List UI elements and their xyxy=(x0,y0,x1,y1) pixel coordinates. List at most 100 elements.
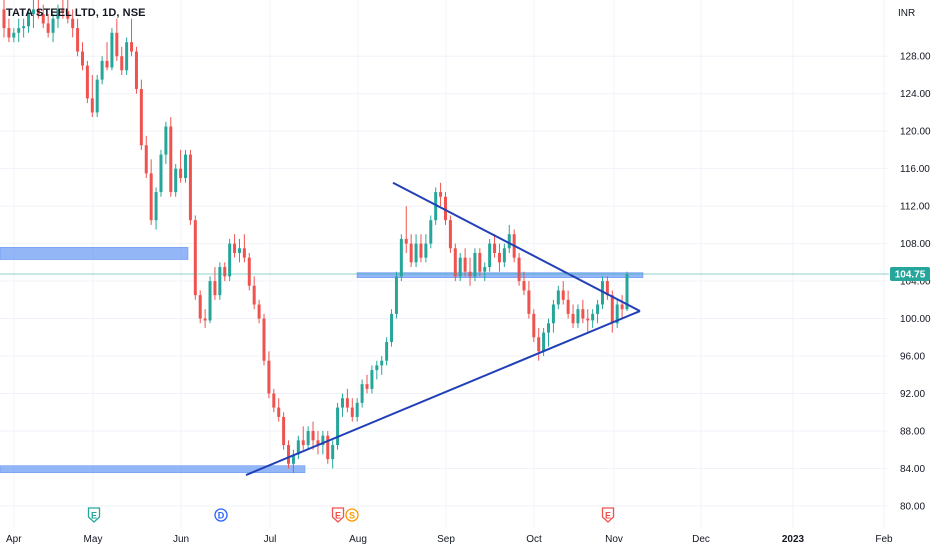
candle xyxy=(159,149,163,197)
candle-body xyxy=(188,154,192,221)
trendline[interactable] xyxy=(245,310,641,476)
event-badge-label: D xyxy=(218,511,225,521)
candle-body xyxy=(139,89,143,146)
candle xyxy=(12,28,16,43)
candle xyxy=(149,159,153,225)
candle-body xyxy=(213,281,217,296)
candle xyxy=(556,285,560,310)
event-marker[interactable]: E xyxy=(87,507,101,523)
candle-body xyxy=(488,243,492,268)
candle-body xyxy=(2,9,6,29)
candle-body xyxy=(576,309,580,324)
event-marker[interactable]: E xyxy=(331,507,345,523)
candle xyxy=(80,42,84,71)
triangle-trendlines[interactable] xyxy=(245,181,641,476)
candle xyxy=(571,304,575,328)
candle-body xyxy=(242,248,246,258)
candle xyxy=(22,18,26,38)
candle-body xyxy=(12,32,16,38)
candle xyxy=(370,365,374,394)
candle xyxy=(463,248,467,277)
x-tick-label: Jul xyxy=(264,534,277,545)
trendline[interactable] xyxy=(392,181,641,312)
event-marker[interactable]: D xyxy=(214,508,228,522)
zone-rect[interactable] xyxy=(356,272,644,278)
candle-body xyxy=(100,60,104,80)
zone-rect[interactable] xyxy=(0,247,189,260)
candle xyxy=(394,271,398,319)
candle-body xyxy=(434,192,438,221)
candle-body xyxy=(71,18,75,29)
candle xyxy=(164,121,168,164)
y-tick-label: 80.00 xyxy=(900,501,925,512)
x-tick-label: May xyxy=(84,534,103,545)
candle-body xyxy=(267,360,271,394)
y-tick-label: 100.00 xyxy=(900,314,931,325)
candle-body xyxy=(110,32,114,68)
candle xyxy=(551,299,555,333)
candle xyxy=(316,430,320,455)
candle-body xyxy=(493,243,497,253)
candle xyxy=(252,276,256,310)
candle-body xyxy=(80,51,84,66)
zone-rect[interactable] xyxy=(0,465,306,473)
candle xyxy=(218,262,222,300)
candle-body xyxy=(223,267,227,277)
candle-body xyxy=(233,243,237,253)
candle xyxy=(247,252,251,291)
candle xyxy=(267,351,271,399)
candle-body xyxy=(394,276,398,314)
candle-body xyxy=(556,290,560,305)
candle xyxy=(301,426,305,450)
candle xyxy=(385,337,389,366)
candle-body xyxy=(551,304,555,324)
candle xyxy=(76,18,80,57)
candle-body xyxy=(31,9,35,15)
support-resistance-zones xyxy=(0,247,644,473)
candle xyxy=(586,309,590,333)
candle-body xyxy=(547,323,551,333)
x-tick-label: Apr xyxy=(6,534,22,545)
event-marker[interactable]: E xyxy=(601,507,615,523)
candle-body xyxy=(203,318,207,321)
event-badge-label: E xyxy=(335,511,341,521)
candle xyxy=(213,267,217,300)
candle-body xyxy=(287,445,291,464)
candle xyxy=(439,182,443,207)
candle xyxy=(561,281,565,305)
y-tick-label: 112.00 xyxy=(900,202,930,213)
candle-body xyxy=(326,435,330,460)
candle xyxy=(345,388,349,413)
candle-body xyxy=(605,281,609,296)
candle xyxy=(600,276,604,310)
candle-body xyxy=(331,445,335,460)
candle-body xyxy=(453,248,457,277)
candle-body xyxy=(429,220,433,244)
candle xyxy=(448,215,452,253)
candle xyxy=(139,79,143,150)
candle xyxy=(566,290,570,319)
x-tick-label: Sep xyxy=(437,534,455,545)
candle xyxy=(61,0,65,19)
event-marker[interactable]: S xyxy=(345,508,359,522)
candle xyxy=(291,449,295,474)
candle-body xyxy=(22,26,26,29)
candle-body xyxy=(144,145,148,174)
candle-body xyxy=(591,313,595,321)
candle xyxy=(90,74,94,118)
candle xyxy=(71,9,75,38)
candle-body xyxy=(301,440,305,446)
candle xyxy=(365,374,369,394)
time-axis[interactable]: Apr May Jun Jul Aug Sep Oct Nov Dec 2023 Feb xyxy=(6,534,893,545)
candle xyxy=(105,42,109,71)
candle xyxy=(134,46,138,94)
candle xyxy=(296,435,300,460)
price-axis[interactable]: 128.00 124.00 120.00 116.00 112.00 108.00 104.… xyxy=(900,52,931,513)
candle-body xyxy=(542,332,546,352)
candle-body xyxy=(125,42,129,71)
y-tick-label: 116.00 xyxy=(900,164,930,175)
candle xyxy=(581,299,585,324)
candle xyxy=(532,309,536,342)
